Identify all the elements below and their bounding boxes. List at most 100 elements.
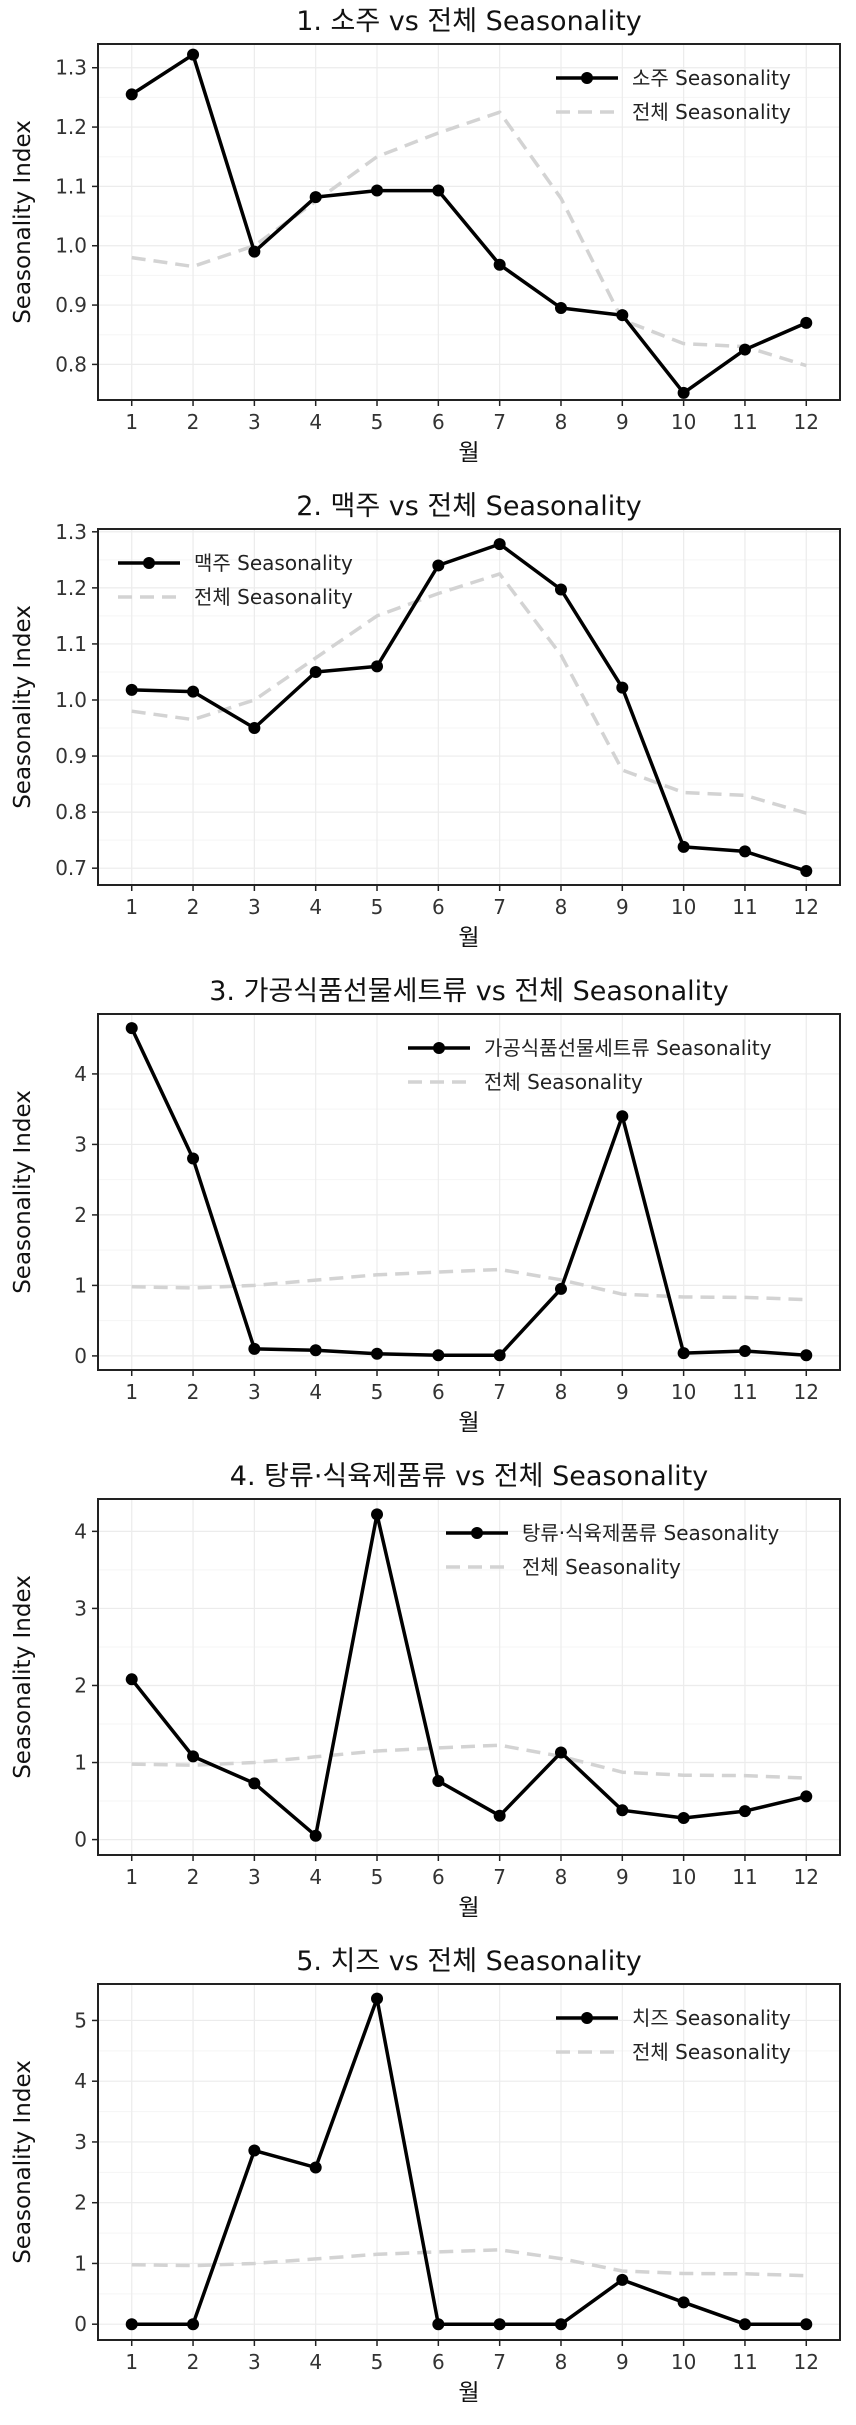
y-tick-label: 0.8 [55, 800, 87, 824]
data-point [125, 88, 138, 101]
x-tick-label: 9 [616, 1380, 629, 1404]
x-tick-label: 6 [432, 1380, 445, 1404]
legend-label: 맥주 Seasonality [194, 551, 353, 575]
x-tick-label: 7 [493, 2350, 506, 2374]
data-point [493, 1809, 506, 1822]
x-tick-label: 5 [371, 1865, 384, 1889]
y-tick-label: 4 [74, 1519, 87, 1543]
legend-marker [433, 1042, 445, 1054]
y-tick-label: 3 [74, 1132, 87, 1156]
x-axis-label: 월 [458, 925, 479, 951]
x-tick-label: 6 [432, 895, 445, 919]
x-tick-label: 4 [309, 1380, 322, 1404]
grid [98, 1984, 840, 2340]
data-point [554, 1746, 567, 1759]
series-main [125, 48, 813, 399]
y-tick-label: 0 [74, 2312, 87, 2336]
chart-title: 2. 맥주 vs 전체 Seasonality [296, 491, 642, 522]
data-point [493, 2318, 506, 2331]
data-point [371, 184, 384, 197]
x-tick-label: 7 [493, 410, 506, 434]
data-point [616, 309, 629, 322]
y-tick-label: 0 [74, 1828, 87, 1852]
x-tick-label: 1 [125, 410, 138, 434]
x-tick-label: 2 [187, 2350, 200, 2374]
data-point [309, 1829, 322, 1842]
series-line-overall [131, 2248, 807, 2278]
data-point [309, 1344, 322, 1357]
x-tick-label: 3 [248, 410, 261, 434]
data-point [371, 1508, 384, 1521]
y-tick-label: 4 [74, 2069, 87, 2093]
data-point [309, 191, 322, 204]
series-line-overall [131, 572, 807, 815]
x-tick-label: 10 [671, 410, 696, 434]
grid [98, 44, 840, 400]
x-tick-label: 9 [616, 2350, 629, 2374]
x-tick-label: 6 [432, 1865, 445, 1889]
data-point [371, 1992, 384, 2005]
data-point [738, 1805, 751, 1818]
data-point [677, 1347, 690, 1360]
y-tick-label: 0 [74, 1344, 87, 1368]
x-tick-label: 12 [794, 2350, 819, 2374]
x-tick-label: 9 [616, 410, 629, 434]
data-point [248, 245, 261, 258]
x-tick-label: 9 [616, 1865, 629, 1889]
data-point [187, 48, 200, 61]
data-point [187, 1750, 200, 1763]
data-point [738, 845, 751, 858]
data-point [800, 2318, 813, 2331]
data-point [554, 1282, 567, 1295]
x-tick-label: 2 [187, 410, 200, 434]
chart-1: 1. 소주 vs 전체 Seasonality 0.8 0.9 1.0 1.1 1.2 1.… [10, 6, 841, 466]
chart-2: 2. 맥주 vs 전체 Seasonality 0.7 0.8 0.9 1.0 1.1 1.… [10, 491, 841, 951]
x-tick-label: 1 [125, 1380, 138, 1404]
x-tick-label: 12 [794, 1865, 819, 1889]
x-tick-label: 4 [309, 410, 322, 434]
y-tick-label: 4 [74, 1062, 87, 1086]
chart-title: 5. 치즈 vs 전체 Seasonality [296, 1946, 642, 1977]
x-tick-label: 7 [493, 1865, 506, 1889]
x-tick-label: 11 [732, 895, 757, 919]
legend-label: 전체 Seasonality [632, 100, 791, 124]
plot-frame [97, 528, 841, 886]
data-point [616, 1110, 629, 1123]
data-point [248, 1342, 261, 1355]
data-point [432, 2318, 445, 2331]
x-axis-label: 월 [458, 1410, 479, 1436]
y-tick-label: 1.0 [55, 234, 87, 258]
x-tick-label: 8 [555, 895, 568, 919]
x-tick-label: 1 [125, 1865, 138, 1889]
data-point [309, 2161, 322, 2174]
y-tick-label: 0.9 [55, 293, 87, 317]
grid [98, 529, 840, 885]
x-tick-label: 12 [794, 410, 819, 434]
legend: 가공식품선물세트류 Seasonality 전체 Seasonality [408, 1036, 772, 1094]
y-tick-label: 0.7 [55, 856, 87, 880]
series-overall [131, 572, 807, 815]
data-point [554, 302, 567, 315]
x-tick-label: 3 [248, 2350, 261, 2374]
x-tick-label: 12 [794, 895, 819, 919]
plot-frame [97, 1013, 841, 1371]
legend-marker [581, 2012, 593, 2024]
x-tick-label: 10 [671, 2350, 696, 2374]
data-point [125, 2318, 138, 2331]
y-tick-label: 2 [74, 1673, 87, 1697]
data-point [677, 386, 690, 399]
y-tick-label: 1.3 [55, 520, 87, 544]
data-point [432, 184, 445, 197]
x-tick-label: 9 [616, 895, 629, 919]
data-point [309, 665, 322, 678]
chart-title: 1. 소주 vs 전체 Seasonality [296, 6, 642, 37]
data-point [248, 722, 261, 735]
y-tick-label: 3 [74, 1596, 87, 1620]
chart-title: 3. 가공식품선물세트류 vs 전체 Seasonality [209, 976, 729, 1007]
series-line-overall [131, 110, 807, 368]
x-tick-label: 10 [671, 1380, 696, 1404]
x-tick-label: 5 [371, 410, 384, 434]
chart-title: 4. 탕류·식육제품류 vs 전체 Seasonality [230, 1461, 708, 1492]
legend-label: 치즈 Seasonality [632, 2006, 791, 2030]
